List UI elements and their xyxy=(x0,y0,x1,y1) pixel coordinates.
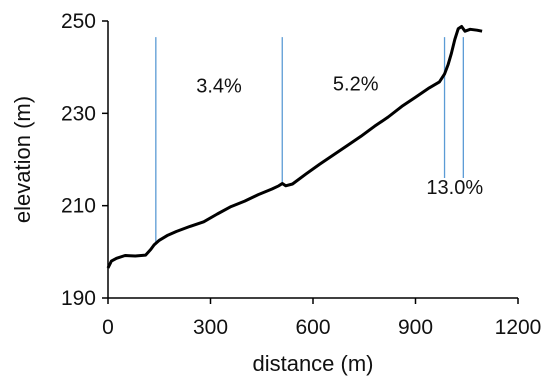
slope-label: 3.4% xyxy=(196,76,242,98)
x-tick-label: 1200 xyxy=(495,316,542,339)
y-tick-label: 190 xyxy=(61,287,96,310)
y-tick-label: 230 xyxy=(61,102,96,125)
elevation-line xyxy=(106,25,483,269)
x-ticks: 0 300 600 900 1200 xyxy=(102,298,541,339)
x-axis-title: distance (m) xyxy=(252,351,373,376)
y-ticks: 190 210 230 250 xyxy=(61,10,108,310)
y-tick-label: 210 xyxy=(61,195,96,218)
x-tick-label: 900 xyxy=(398,316,433,339)
slope-markers xyxy=(155,37,464,245)
x-tick-label: 300 xyxy=(193,316,228,339)
axes xyxy=(107,21,518,299)
slope-annotations: 3.4% 5.2% 13.0% xyxy=(196,73,483,199)
slope-label: 13.0% xyxy=(426,177,483,199)
y-axis-title: elevation (m) xyxy=(10,96,35,223)
slope-label: 5.2% xyxy=(333,73,379,95)
x-tick-label: 0 xyxy=(102,316,114,339)
y-tick-label: 250 xyxy=(61,10,96,33)
x-tick-label: 600 xyxy=(295,316,330,339)
